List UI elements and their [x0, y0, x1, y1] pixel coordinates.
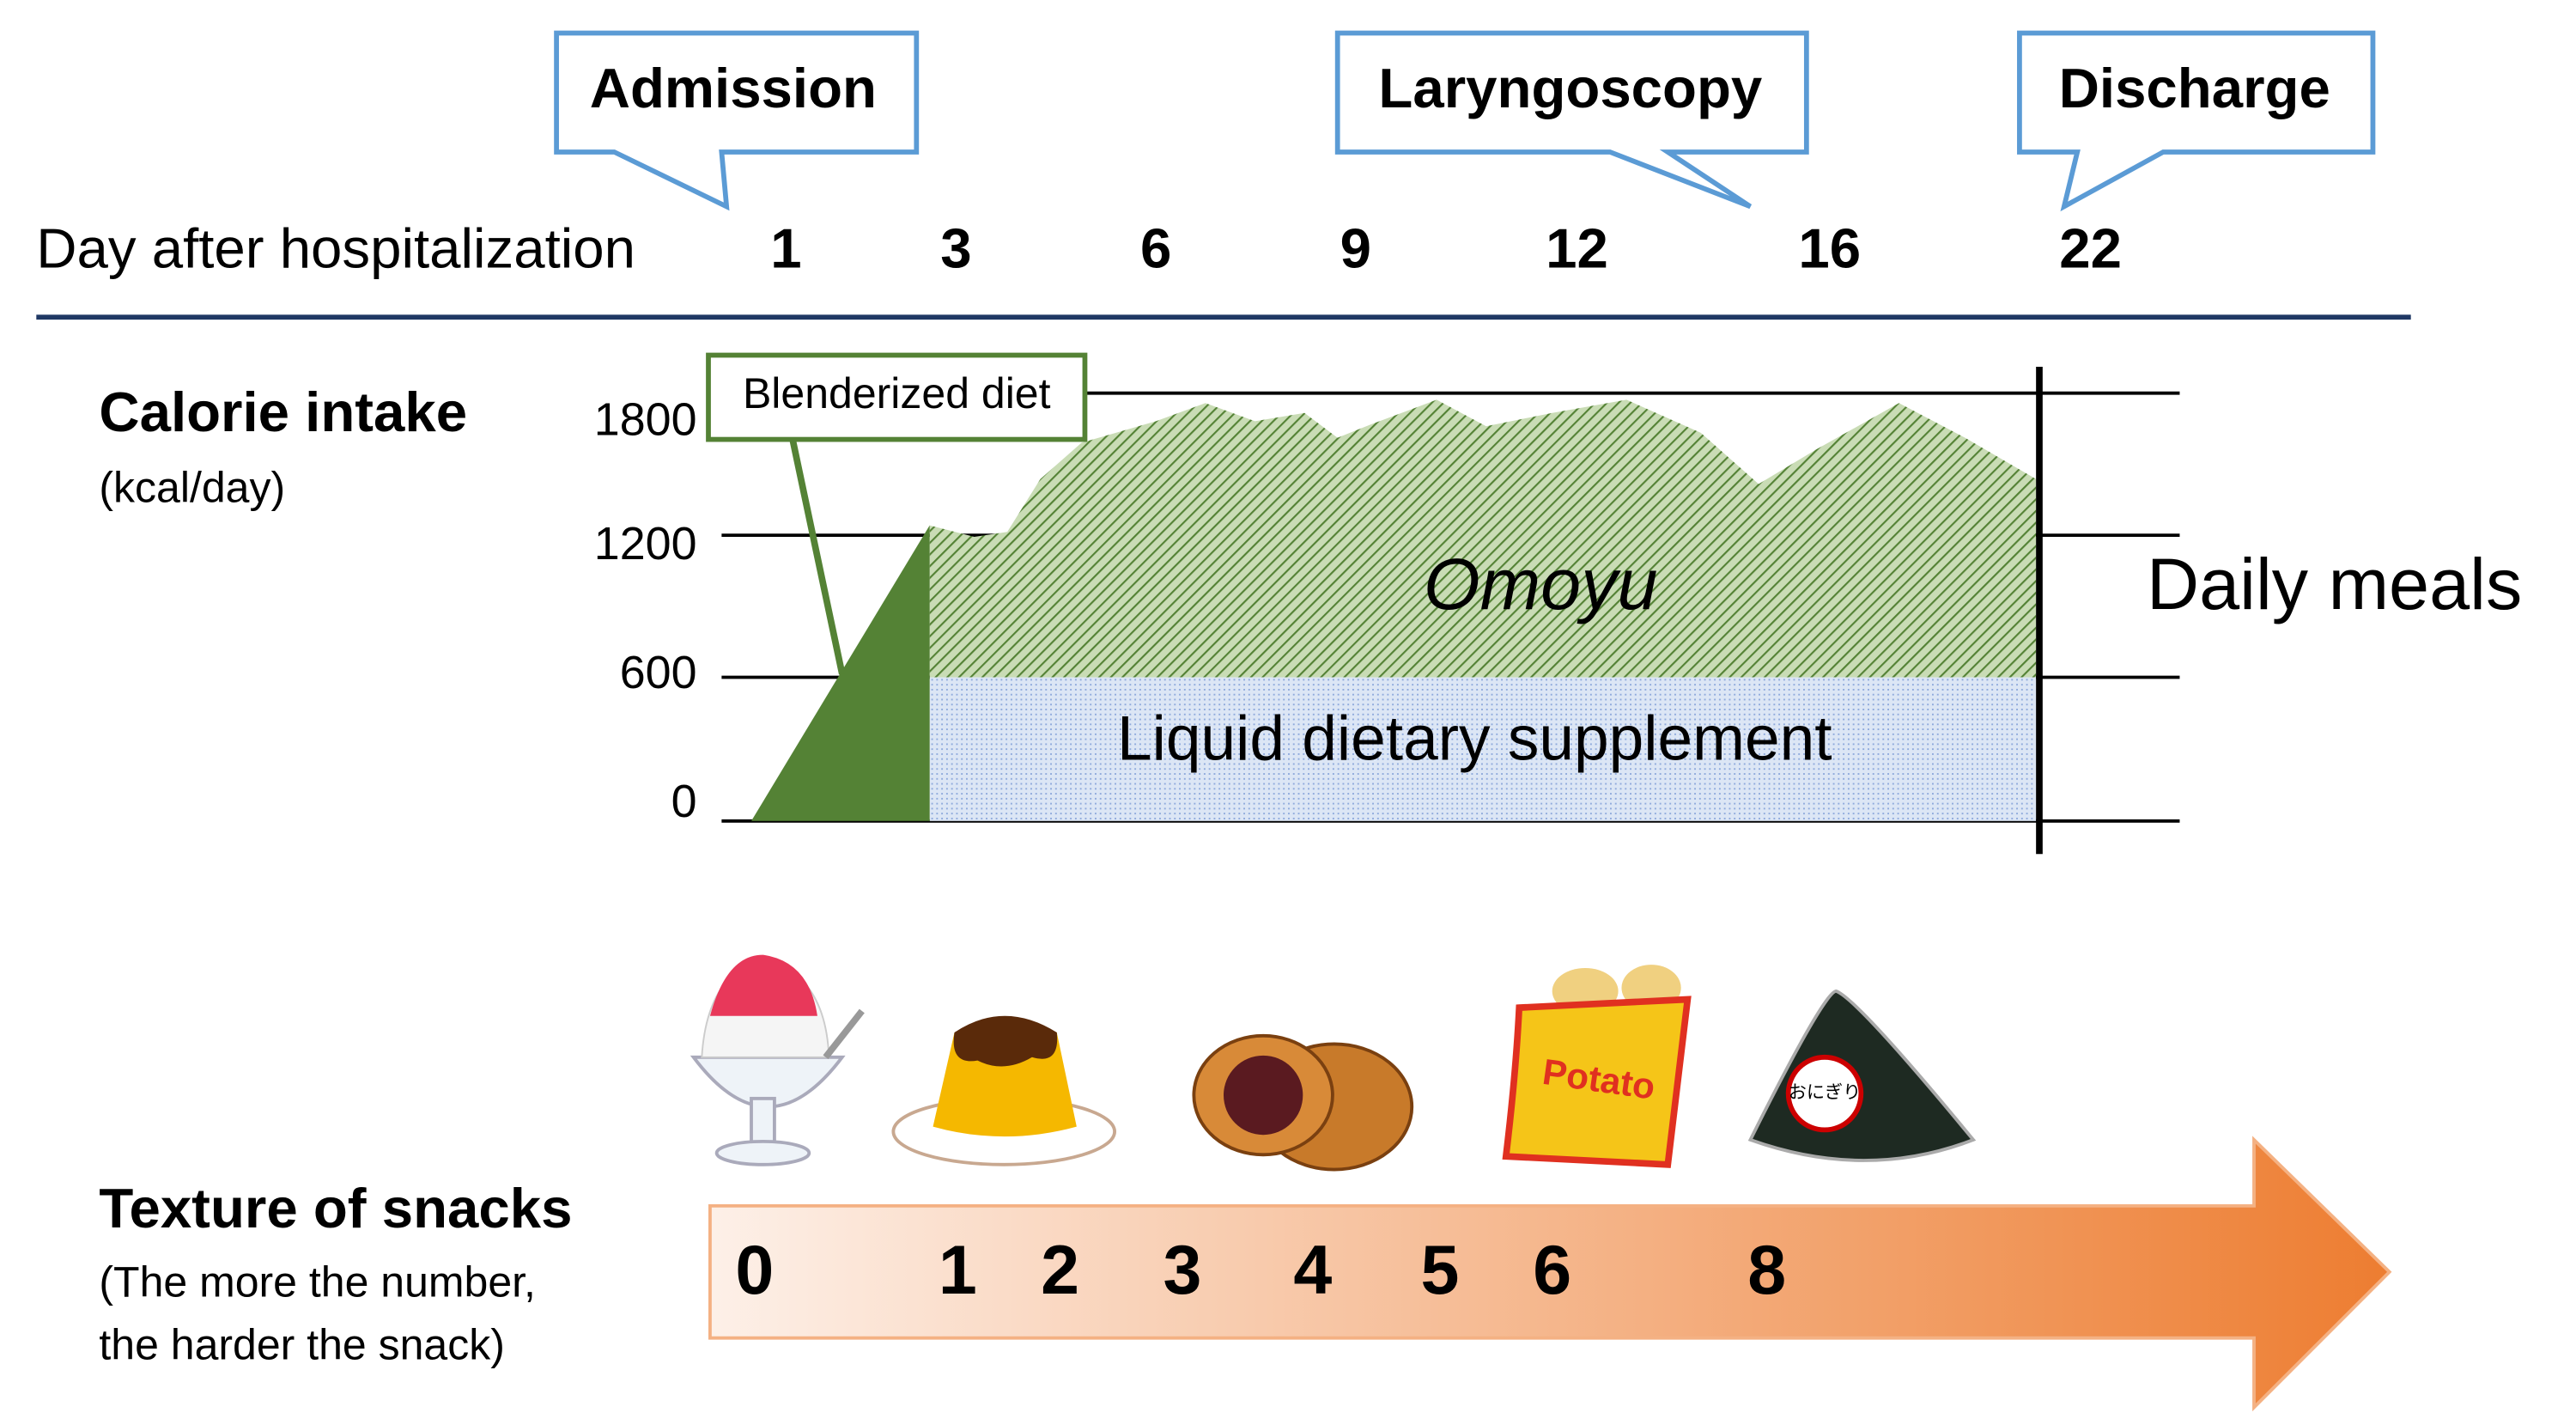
day: 12 [1546, 217, 1608, 280]
callout: Admission [590, 57, 877, 119]
shaved-ice [690, 954, 865, 1166]
icon-label: おにぎり [1789, 1082, 1862, 1103]
scale-number: 0 [735, 1232, 774, 1309]
days: 1 3 6 9 12 16 22 [770, 217, 2122, 280]
leader [789, 438, 846, 675]
scale-number: 6 [1533, 1232, 1571, 1309]
y-tick-label: 1800 [594, 394, 697, 446]
label: Liquid dietary supplement [1117, 704, 1832, 774]
scale-number: 8 [1747, 1232, 1786, 1309]
scale-number: 4 [1293, 1232, 1332, 1309]
day: 1 [770, 217, 801, 280]
callout-box [1334, 30, 1809, 210]
pudding [891, 1015, 1116, 1166]
timeline-label: Day after hospitalization [36, 217, 635, 280]
scale-number: 1 [939, 1232, 977, 1309]
note: (The more the number, [99, 1258, 536, 1306]
callout-box [554, 30, 920, 211]
callout: Discharge [2059, 57, 2330, 119]
y-tick-label: 600 [620, 647, 697, 698]
day: 16 [1798, 217, 1861, 280]
y-tick-label: 1200 [594, 518, 697, 569]
supplement-area [929, 677, 2037, 821]
note: the harder the snack) [99, 1320, 505, 1368]
callout: Laryngoscopy [1378, 57, 1762, 119]
day: 22 [2059, 217, 2122, 280]
potato-chips: Potato [1502, 965, 1692, 1168]
day: 9 [1340, 217, 1371, 280]
omoyu-area [929, 399, 2037, 678]
label: Daily meals [2147, 543, 2522, 624]
y-tick-label: 0 [671, 776, 697, 827]
section-title: Texture of snacks [99, 1177, 572, 1239]
scale-number: 5 [1420, 1232, 1459, 1309]
dorayaki [1192, 1033, 1414, 1172]
scale-number: 2 [1041, 1232, 1079, 1309]
day: 6 [1140, 217, 1171, 280]
y-ticks: 1800 1200 600 0 [594, 394, 697, 827]
scale-number: 3 [1163, 1232, 1201, 1309]
unit: (kcal/day) [99, 463, 285, 511]
label: Omoyu [1424, 543, 1658, 624]
label-box [706, 352, 1088, 442]
section-title: Calorie intake [99, 381, 467, 443]
label: Blenderized diet [743, 369, 1051, 417]
callout-box [2017, 30, 2376, 212]
day: 3 [940, 217, 971, 280]
arrow [708, 1136, 2392, 1412]
onigiri: おにぎり [1747, 989, 1977, 1162]
